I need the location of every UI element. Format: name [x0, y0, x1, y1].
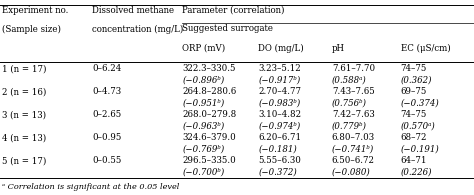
Text: 0–4.73: 0–4.73 — [92, 87, 121, 96]
Text: (−0.917ᵇ): (−0.917ᵇ) — [258, 76, 301, 85]
Text: 5 (n = 17): 5 (n = 17) — [2, 156, 47, 165]
Text: EC (μS/cm): EC (μS/cm) — [401, 44, 450, 53]
Text: 6.20–6.71: 6.20–6.71 — [258, 133, 301, 142]
Text: 74–75: 74–75 — [401, 64, 427, 73]
Text: 68–72: 68–72 — [401, 133, 427, 142]
Text: 324.6–379.0: 324.6–379.0 — [182, 133, 236, 142]
Text: 7.42–7.63: 7.42–7.63 — [332, 110, 374, 119]
Text: 64–71: 64–71 — [401, 156, 427, 165]
Text: 6.50–6.72: 6.50–6.72 — [332, 156, 375, 165]
Text: Parameter (correlation): Parameter (correlation) — [182, 6, 285, 15]
Text: (−0.700ᵇ): (−0.700ᵇ) — [182, 168, 225, 177]
Text: 268.0–279.8: 268.0–279.8 — [182, 110, 237, 119]
Text: (−0.181): (−0.181) — [258, 145, 297, 154]
Text: 3.10–4.82: 3.10–4.82 — [258, 110, 301, 119]
Text: Suggested surrogate: Suggested surrogate — [182, 24, 273, 33]
Text: 2.70–4.77: 2.70–4.77 — [258, 87, 301, 96]
Text: (−0.983ᵇ): (−0.983ᵇ) — [258, 99, 301, 108]
Text: Experiment no.: Experiment no. — [2, 6, 69, 15]
Text: 264.8–280.6: 264.8–280.6 — [182, 87, 237, 96]
Text: (−0.374): (−0.374) — [401, 99, 439, 108]
Text: (−0.951ᵇ): (−0.951ᵇ) — [182, 99, 225, 108]
Text: (−0.896ᵇ): (−0.896ᵇ) — [182, 76, 225, 85]
Text: 6.80–7.03: 6.80–7.03 — [332, 133, 375, 142]
Text: (−0.191): (−0.191) — [401, 145, 439, 154]
Text: (0.362): (0.362) — [401, 76, 432, 85]
Text: 69–75: 69–75 — [401, 87, 427, 96]
Text: ᵃ Correlation is significant at the 0.05 level: ᵃ Correlation is significant at the 0.05… — [2, 183, 180, 191]
Text: 0–0.55: 0–0.55 — [92, 156, 122, 165]
Text: 0–6.24: 0–6.24 — [92, 64, 122, 73]
Text: 2 (n = 16): 2 (n = 16) — [2, 87, 47, 96]
Text: concentration (mg/L): concentration (mg/L) — [92, 24, 184, 34]
Text: (0.570ᵃ): (0.570ᵃ) — [401, 122, 435, 131]
Text: (−0.974ᵇ): (−0.974ᵇ) — [258, 122, 301, 131]
Text: (Sample size): (Sample size) — [2, 24, 61, 34]
Text: (0.756ᵇ): (0.756ᵇ) — [332, 99, 367, 108]
Text: (0.588ᵃ): (0.588ᵃ) — [332, 76, 366, 85]
Text: Dissolved methane: Dissolved methane — [92, 6, 174, 15]
Text: 296.5–335.0: 296.5–335.0 — [182, 156, 236, 165]
Text: 1 (n = 17): 1 (n = 17) — [2, 64, 47, 73]
Text: 3 (n = 13): 3 (n = 13) — [2, 110, 46, 119]
Text: 3.23–5.12: 3.23–5.12 — [258, 64, 301, 73]
Text: (0.226): (0.226) — [401, 168, 432, 177]
Text: ORP (mV): ORP (mV) — [182, 44, 226, 53]
Text: (−0.963ᵇ): (−0.963ᵇ) — [182, 122, 225, 131]
Text: pH: pH — [332, 44, 345, 53]
Text: 7.61–7.70: 7.61–7.70 — [332, 64, 375, 73]
Text: (−0.769ᵇ): (−0.769ᵇ) — [182, 145, 225, 154]
Text: 4 (n = 13): 4 (n = 13) — [2, 133, 46, 142]
Text: 322.3–330.5: 322.3–330.5 — [182, 64, 236, 73]
Text: (−0.372): (−0.372) — [258, 168, 297, 177]
Text: 5.55–6.30: 5.55–6.30 — [258, 156, 301, 165]
Text: (0.779ᵇ): (0.779ᵇ) — [332, 122, 367, 131]
Text: 74–75: 74–75 — [401, 110, 427, 119]
Text: DO (mg/L): DO (mg/L) — [258, 44, 304, 53]
Text: (−0.741ᵇ): (−0.741ᵇ) — [332, 145, 374, 154]
Text: (−0.080): (−0.080) — [332, 168, 371, 177]
Text: 0–2.65: 0–2.65 — [92, 110, 122, 119]
Text: 0–0.95: 0–0.95 — [92, 133, 122, 142]
Text: 7.43–7.65: 7.43–7.65 — [332, 87, 374, 96]
